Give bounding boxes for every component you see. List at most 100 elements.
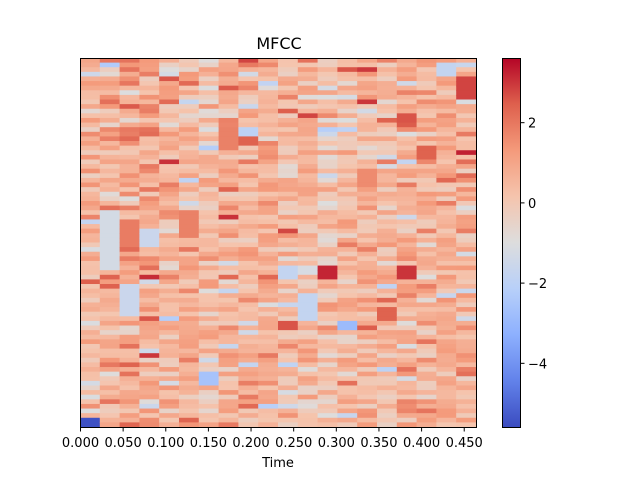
heatmap-cell	[456, 136, 477, 142]
heatmap-cell	[377, 334, 398, 340]
heatmap-cell	[377, 210, 398, 216]
heatmap-cell	[218, 113, 239, 119]
heatmap-cell	[198, 422, 220, 428]
heatmap-cell	[377, 325, 398, 331]
heatmap-cell	[99, 196, 121, 202]
heatmap-cell	[278, 293, 299, 299]
heatmap-cell	[179, 150, 200, 156]
heatmap-cell	[139, 417, 160, 423]
heatmap-cell	[218, 422, 239, 428]
heatmap-cell	[80, 150, 101, 156]
heatmap-cell	[238, 320, 259, 327]
heatmap-cell	[258, 251, 279, 257]
heatmap-cell	[198, 168, 220, 174]
heatmap-cell	[377, 403, 398, 410]
heatmap-cell	[278, 99, 299, 105]
heatmap-cell	[139, 219, 160, 225]
heatmap-cell	[436, 210, 457, 216]
heatmap-cell	[416, 284, 437, 290]
heatmap-cell	[357, 127, 378, 133]
heatmap-cell	[297, 367, 319, 373]
heatmap-cell	[278, 422, 299, 428]
heatmap-cell	[337, 385, 358, 391]
heatmap-cell	[179, 58, 200, 64]
heatmap-cell	[278, 154, 299, 161]
heatmap-cell	[357, 131, 378, 138]
heatmap-cell	[416, 205, 437, 211]
heatmap-cell	[416, 196, 437, 202]
heatmap-cell	[436, 182, 457, 188]
heatmap-cell	[258, 270, 279, 276]
heatmap-cells	[80, 58, 477, 428]
heatmap-cell	[238, 311, 259, 317]
heatmap-cell	[179, 417, 200, 423]
heatmap-cell	[80, 108, 101, 114]
heatmap-cell	[377, 357, 398, 364]
heatmap-cell	[337, 242, 358, 248]
heatmap-cell	[278, 164, 299, 170]
heatmap-cell	[139, 136, 160, 142]
heatmap-cell	[416, 99, 437, 105]
heatmap-cell	[218, 104, 239, 110]
heatmap-cell	[119, 136, 140, 142]
heatmap-cell	[198, 108, 220, 114]
heatmap-cell	[139, 390, 160, 396]
heatmap-cell	[416, 159, 437, 165]
heatmap-cell	[337, 131, 358, 138]
heatmap-cell	[377, 182, 398, 188]
heatmap-cell	[99, 376, 121, 382]
heatmap-cell	[238, 150, 259, 156]
heatmap-cell	[416, 260, 437, 267]
heatmap-cell	[99, 330, 121, 336]
heatmap-cell	[278, 62, 299, 68]
x-tick-label: 0.000	[62, 436, 99, 451]
heatmap-cell	[436, 325, 457, 331]
heatmap-cell	[238, 168, 259, 174]
heatmap-cell	[258, 81, 279, 87]
heatmap-cell	[238, 136, 259, 142]
heatmap-cell	[436, 302, 457, 308]
heatmap-cell	[416, 385, 437, 391]
heatmap-cell	[99, 164, 121, 170]
heatmap-cell	[337, 251, 358, 257]
heatmap-cell	[139, 422, 160, 428]
heatmap-cell	[436, 94, 457, 101]
heatmap-cell	[337, 67, 358, 73]
heatmap-cell	[179, 81, 200, 87]
heatmap-cell	[436, 187, 457, 193]
heatmap-cell	[119, 228, 140, 234]
x-tick-label: 0.200	[232, 436, 269, 451]
heatmap-cell	[80, 173, 101, 179]
heatmap-cell	[357, 85, 378, 91]
heatmap-cell	[80, 307, 101, 313]
heatmap-cell	[119, 316, 140, 322]
heatmap-cell	[357, 279, 378, 285]
heatmap-cell	[258, 205, 279, 211]
heatmap-cell	[357, 228, 378, 234]
heatmap-cell	[99, 274, 121, 280]
heatmap-cell	[436, 136, 457, 142]
heatmap-cell	[297, 288, 319, 294]
heatmap-cell	[179, 131, 200, 138]
heatmap-cell	[139, 191, 160, 197]
heatmap-cell	[396, 85, 418, 91]
heatmap-cell	[317, 145, 338, 151]
colorbar-tick-label: 0	[528, 197, 536, 212]
heatmap-cell	[139, 251, 160, 257]
heatmap-cell	[357, 302, 378, 308]
heatmap-cell	[297, 399, 319, 405]
heatmap-cell	[317, 237, 338, 244]
heatmap-cell	[337, 247, 358, 253]
heatmap-cell	[357, 307, 378, 313]
heatmap-cell	[218, 362, 239, 368]
heatmap-cell	[297, 371, 319, 377]
heatmap-cell	[238, 339, 259, 345]
heatmap-cell	[377, 371, 398, 377]
heatmap-cell	[317, 334, 338, 340]
heatmap-cell	[159, 205, 180, 211]
heatmap-cell	[317, 320, 338, 327]
heatmap-cell	[80, 297, 101, 304]
heatmap-cell	[278, 219, 299, 225]
heatmap-cell	[99, 154, 121, 161]
heatmap-cell	[396, 357, 418, 364]
